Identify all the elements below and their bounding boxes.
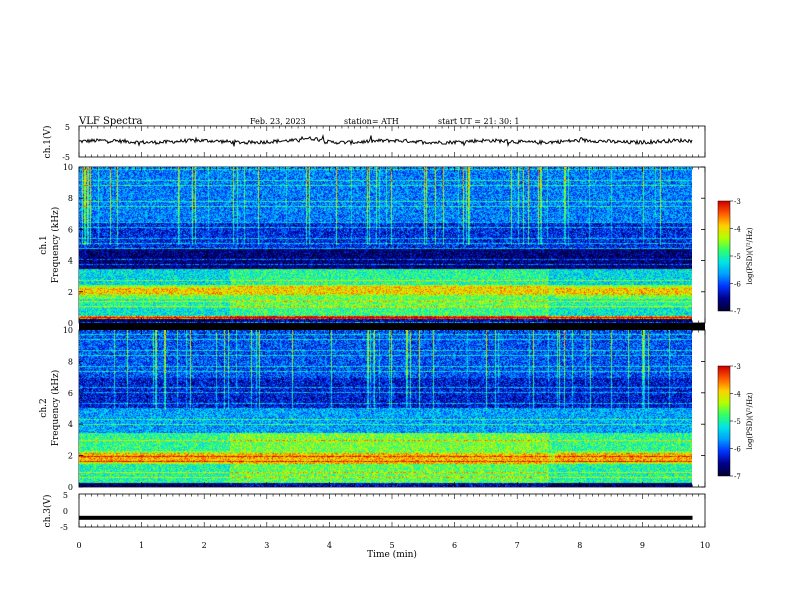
x-tick-label: 5 xyxy=(389,541,394,550)
ch2-colorbar-gradient xyxy=(718,366,730,476)
start-time-label: start UT = 21: 30: 1 xyxy=(438,117,519,126)
ch1-spectrogram-panel: 0 2 4 6 8 10 ch.1 Frequency (kHz) xyxy=(39,163,706,328)
ch1-waveform-ytick-top: 5 xyxy=(65,123,70,132)
colorbar-tick-label: -4 xyxy=(734,391,741,399)
x-tick-label: 0 xyxy=(76,541,81,550)
ch1-waveform-ylabel: ch.1(V) xyxy=(42,126,53,159)
colorbar-tick-label: -7 xyxy=(734,308,741,316)
x-tick-label: 4 xyxy=(327,541,332,550)
colorbar-tick-label: -7 xyxy=(734,473,741,481)
ch3-waveform-ytick-top: 5 xyxy=(63,491,68,500)
time-axis: 0 1 2 3 4 5 6 7 8 9 10 xyxy=(76,126,710,550)
ch2-colorbar-label: log(PSD)(V²/Hz) xyxy=(746,392,754,449)
ch2-spectrogram-ylabel-top: ch.2 xyxy=(39,398,49,417)
x-tick-label: 8 xyxy=(577,541,582,550)
ch2-colorbar: -3 -4 -5 -6 -7 log(PSD)(V²/Hz) xyxy=(717,363,754,481)
ch2-spectrogram-image xyxy=(79,330,692,487)
ch2-spectrogram-ytick-label: 8 xyxy=(68,357,73,366)
ch2-spectrogram-ytick-label: 2 xyxy=(68,452,73,461)
colorbar-tick-label: -6 xyxy=(734,446,741,454)
ch2-spectrogram-panel: 0 2 4 6 8 10 ch.2 Frequency (kHz) xyxy=(39,326,706,492)
ch1-spectrogram-image xyxy=(79,167,692,323)
ch1-spectrogram-ytick-label: 10 xyxy=(63,163,73,172)
ch2-spectrogram-ytick-label: 6 xyxy=(68,389,73,398)
colorbar-tick-label: -5 xyxy=(734,418,741,426)
ch1-colorbar-gradient xyxy=(718,201,730,311)
figure-title: VLF Spectra xyxy=(78,116,143,127)
ch1-ch2-separator xyxy=(79,323,705,330)
station-label: station= ATH xyxy=(344,117,399,126)
colorbar-tick-label: -3 xyxy=(734,363,741,371)
date-label: Feb. 23, 2023 xyxy=(250,117,306,126)
colorbar-tick-label: -4 xyxy=(734,226,741,234)
x-tick-label: 2 xyxy=(202,541,207,550)
ch1-colorbar: -3 -4 -5 -6 -7 log(PSD)(V²/Hz) xyxy=(717,198,754,316)
ch2-spectrogram-ylabel: Frequency (kHz) xyxy=(50,370,61,447)
ch3-waveform-ylabel: ch.3(V) xyxy=(42,495,53,528)
ch3-waveform-ytick-bottom: -5 xyxy=(60,523,68,532)
ch1-spectrogram-ylabel-top: ch.1 xyxy=(39,235,49,254)
colorbar-tick-label: -3 xyxy=(734,198,741,206)
colorbar-tick-label: -5 xyxy=(734,253,741,261)
ch1-spectrogram-ylabel: Frequency (kHz) xyxy=(50,207,61,284)
ch1-waveform-trace xyxy=(79,133,693,148)
ch3-waveform-frame xyxy=(78,493,706,528)
x-tick-label: 6 xyxy=(452,541,457,550)
ch2-spectrogram-ytick-label: 4 xyxy=(68,420,73,429)
time-axis-label: Time (min) xyxy=(367,549,417,560)
ch1-spectrogram-ytick-label: 6 xyxy=(68,225,73,234)
x-tick-label: 9 xyxy=(640,541,645,550)
ch1-waveform-ytick-bottom: -5 xyxy=(62,153,70,162)
ch2-spectrogram-ytick-label: 0 xyxy=(68,483,73,492)
ch1-spectrogram-ytick-label: 0 xyxy=(68,319,73,328)
colorbar-tick-label: -6 xyxy=(734,281,741,289)
x-tick-label: 10 xyxy=(700,541,710,550)
ch1-spectrogram-ytick-label: 2 xyxy=(68,288,73,297)
ch3-waveform-trace xyxy=(79,515,693,520)
ch2-spectrogram-ytick-label: 10 xyxy=(63,326,73,335)
ch1-spectrogram-ytick-label: 8 xyxy=(68,194,73,203)
ch1-waveform-panel: 5 -5 ch.1(V) xyxy=(42,123,706,162)
ch1-spectrogram-ytick-label: 4 xyxy=(68,257,73,266)
x-tick-label: 1 xyxy=(139,541,144,550)
x-tick-label: 3 xyxy=(264,541,269,550)
x-tick-label: 7 xyxy=(515,541,520,550)
ch1-colorbar-label: log(PSD)(V²/Hz) xyxy=(746,227,754,284)
ch3-waveform-ytick-mid: 0 xyxy=(63,507,68,516)
ch3-waveform-panel: 5 0 -5 ch.3(V) xyxy=(42,491,706,532)
